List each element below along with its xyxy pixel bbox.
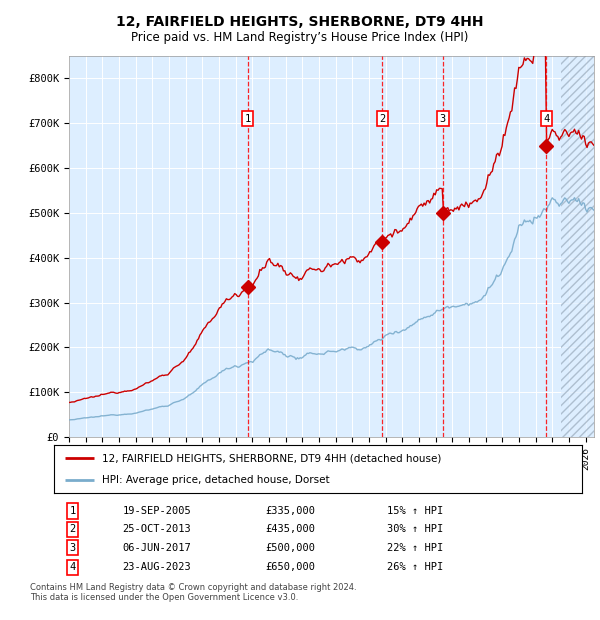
Text: 15% ↑ HPI: 15% ↑ HPI (386, 506, 443, 516)
Text: 25-OCT-2013: 25-OCT-2013 (122, 525, 191, 534)
Text: £335,000: £335,000 (265, 506, 315, 516)
Text: 19-SEP-2005: 19-SEP-2005 (122, 506, 191, 516)
Text: 1: 1 (70, 506, 76, 516)
Text: 06-JUN-2017: 06-JUN-2017 (122, 543, 191, 553)
Text: £500,000: £500,000 (265, 543, 315, 553)
Text: £650,000: £650,000 (265, 562, 315, 572)
Text: 3: 3 (70, 543, 76, 553)
Text: 1: 1 (245, 113, 251, 123)
Text: 12, FAIRFIELD HEIGHTS, SHERBORNE, DT9 4HH (detached house): 12, FAIRFIELD HEIGHTS, SHERBORNE, DT9 4H… (101, 453, 441, 463)
Text: 23-AUG-2023: 23-AUG-2023 (122, 562, 191, 572)
Text: 30% ↑ HPI: 30% ↑ HPI (386, 525, 443, 534)
Text: HPI: Average price, detached house, Dorset: HPI: Average price, detached house, Dors… (101, 475, 329, 485)
Text: 12, FAIRFIELD HEIGHTS, SHERBORNE, DT9 4HH: 12, FAIRFIELD HEIGHTS, SHERBORNE, DT9 4H… (116, 16, 484, 30)
Text: 2: 2 (379, 113, 386, 123)
Text: Price paid vs. HM Land Registry’s House Price Index (HPI): Price paid vs. HM Land Registry’s House … (131, 31, 469, 44)
Text: Contains HM Land Registry data © Crown copyright and database right 2024.
This d: Contains HM Land Registry data © Crown c… (30, 583, 356, 602)
Text: 4: 4 (70, 562, 76, 572)
Text: 4: 4 (543, 113, 550, 123)
Text: 3: 3 (440, 113, 446, 123)
Text: 2: 2 (70, 525, 76, 534)
Text: 22% ↑ HPI: 22% ↑ HPI (386, 543, 443, 553)
Text: 26% ↑ HPI: 26% ↑ HPI (386, 562, 443, 572)
Text: £435,000: £435,000 (265, 525, 315, 534)
